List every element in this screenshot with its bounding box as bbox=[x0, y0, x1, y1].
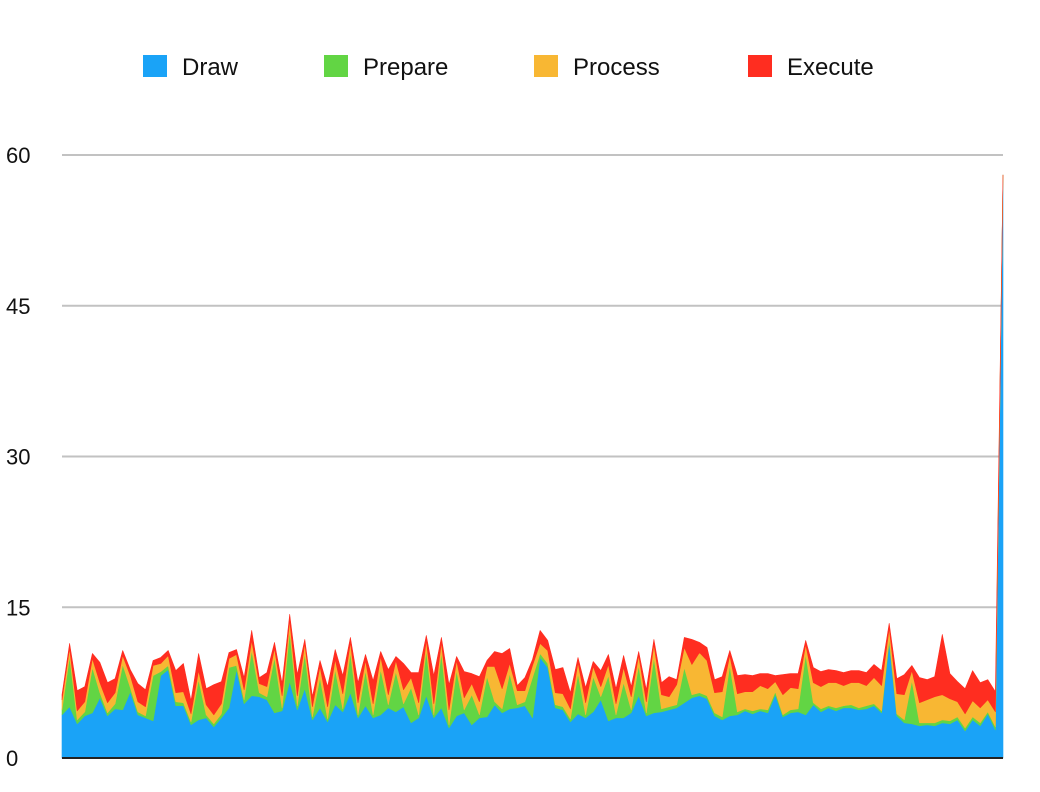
y-tick-label: 30 bbox=[6, 445, 30, 470]
y-tick-label: 60 bbox=[6, 143, 30, 168]
area-execute bbox=[61, 174, 1004, 716]
y-tick-label: 0 bbox=[6, 746, 18, 771]
y-tick-label: 15 bbox=[6, 595, 30, 620]
y-tick-label: 45 bbox=[6, 294, 30, 319]
series-areas bbox=[61, 174, 1004, 759]
legend-label-draw: Draw bbox=[182, 54, 239, 81]
legend-swatch-draw bbox=[143, 55, 167, 77]
legend-label-execute: Execute bbox=[787, 54, 874, 81]
legend-swatch-process bbox=[534, 55, 558, 77]
y-axis: 0 15 30 45 60 bbox=[6, 143, 1003, 771]
legend-label-prepare: Prepare bbox=[363, 54, 448, 81]
gridlines bbox=[62, 154, 1003, 609]
area-process bbox=[61, 174, 1004, 729]
legend: Draw Prepare Process Execute bbox=[143, 54, 874, 81]
legend-label-process: Process bbox=[573, 54, 660, 81]
legend-swatch-execute bbox=[748, 55, 772, 77]
area-prepare bbox=[61, 174, 1004, 732]
legend-swatch-prepare bbox=[324, 55, 348, 77]
